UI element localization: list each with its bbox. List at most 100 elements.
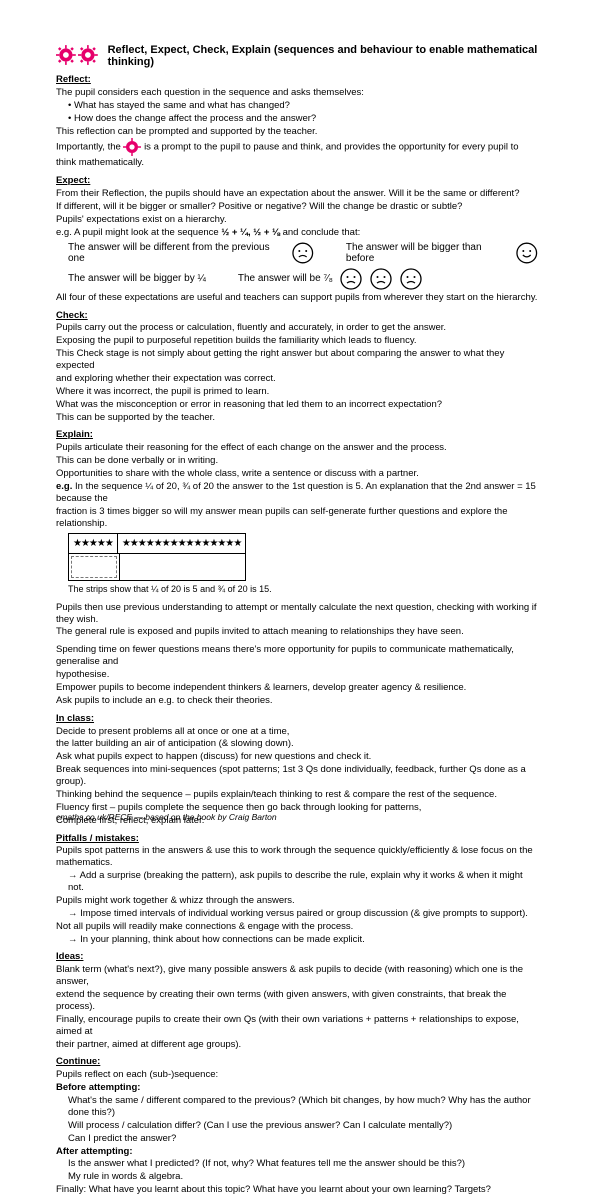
text: All four of these expectations are usefu… <box>56 292 539 304</box>
explain-heading: Explain: <box>56 429 539 441</box>
text: → Add a surprise (breaking the pattern),… <box>68 870 539 894</box>
text: The answer will be bigger by ¼ <box>68 273 206 284</box>
text: Exposing the pupil to purposeful repetit… <box>56 335 539 347</box>
text: hypothesise. <box>56 669 539 681</box>
sad-face-icon <box>369 267 393 291</box>
sad-face-icon <box>339 267 363 291</box>
gear-row: Reflect, Expect, Check, Explain (sequenc… <box>56 44 539 68</box>
text: Pupils reflect on each (sub-)sequence: <box>56 1069 539 1081</box>
blank-cell <box>120 553 245 580</box>
table-row: ★★★★★ ★★★★★★★★★★★★★★★ <box>69 534 245 553</box>
text: This can be done verbally or in writing. <box>56 455 539 467</box>
text: Can I predict the answer? <box>68 1133 539 1145</box>
text: This can be supported by the teacher. <box>56 412 539 424</box>
pitfalls-section: Pitfalls / mistakes: Pupils spot pattern… <box>56 833 539 946</box>
continue-heading: Continue: <box>56 1056 539 1068</box>
result-row-1: The answer will be different from the pr… <box>68 241 539 265</box>
expect-heading: Expect: <box>56 175 539 187</box>
text: is a prompt to the pupil to pause and th… <box>144 142 518 153</box>
table-row <box>69 553 245 580</box>
text: the latter building an air of anticipati… <box>56 738 539 750</box>
reflect-section: Reflect: The pupil considers each questi… <box>56 74 539 169</box>
text: and conclude that: <box>283 227 361 238</box>
text: Thinking behind the sequence – pupils ex… <box>56 789 539 801</box>
check-heading: Check: <box>56 310 539 322</box>
result-row-2: The answer will be bigger by ¼ The answe… <box>68 267 539 291</box>
footer-text: cmaths.co.uk/RECE — based on the book by… <box>56 812 277 822</box>
text: Pupils carry out the process or calculat… <box>56 322 539 334</box>
reflect-heading: Reflect: <box>56 74 539 86</box>
pitfalls-heading: Pitfalls / mistakes: <box>56 833 539 845</box>
page-title: Reflect, Expect, Check, Explain (sequenc… <box>108 44 539 68</box>
explain-section: Explain: Pupils articulate their reasoni… <box>56 429 539 595</box>
text: Where it was incorrect, the pupil is pri… <box>56 386 539 398</box>
ideas-section: Ideas: Blank term (what's next?), give m… <box>56 951 539 1050</box>
sad-face-icon <box>291 241 315 265</box>
text: What's the same / different compared to … <box>68 1095 539 1119</box>
text: The answer will be ⁷⁄₈ <box>238 273 333 284</box>
blank-cell <box>69 553 120 580</box>
text: Blank term (what's next?), give many pos… <box>56 964 539 988</box>
text: Pupils' expectations exist on a hierarch… <box>56 214 539 226</box>
text: Importantly, the <box>56 142 121 153</box>
text: Pupils articulate their reasoning for th… <box>56 442 539 454</box>
continue-section: Continue: Pupils reflect on each (sub-)s… <box>56 1056 539 1196</box>
text: Finally, encourage pupils to create thei… <box>56 1014 539 1038</box>
text: The answer will be different from the pr… <box>68 242 285 264</box>
inclass-heading: In class: <box>56 713 539 725</box>
text: extend the sequence by creating their ow… <box>56 989 539 1013</box>
text: What was the misconception or error in r… <box>56 399 539 411</box>
happy-face-icon <box>515 241 539 265</box>
text: → Impose timed intervals of individual w… <box>68 908 539 920</box>
text: Decide to present problems all at once o… <box>56 726 539 738</box>
text: think mathematically. <box>56 157 539 169</box>
text: Is the answer what I predicted? (If not,… <box>68 1158 539 1170</box>
eg-label: e.g. <box>56 481 72 492</box>
empty-box <box>71 556 117 578</box>
caption: The strips show that ¼ of 20 is 5 and ¾ … <box>68 584 539 595</box>
text: and exploring whether their expectation … <box>56 373 539 385</box>
text: The strips show that ¼ of 20 is 5 and ¾ … <box>68 584 272 594</box>
text: Pupils might work together & whizz throu… <box>56 895 539 907</box>
text: My rule in words & algebra. <box>68 1171 539 1183</box>
text: The general rule is exposed and pupils i… <box>56 626 539 638</box>
gear-icon <box>78 44 98 66</box>
text: fraction is 3 times bigger so will my an… <box>56 506 539 530</box>
text: Not all pupils will readily make connect… <box>56 921 539 933</box>
text-with-gear: Importantly, the is a prompt to the pupi… <box>56 138 539 156</box>
sad-face-icon <box>399 267 423 291</box>
text: Pupils then use previous understanding t… <box>56 602 539 626</box>
expect-section: Expect: From their Reflection, the pupil… <box>56 175 539 303</box>
text: Pupils spot patterns in the answers & us… <box>56 845 539 869</box>
text: In the sequence ¼ of 20, ¾ of 20 <box>75 481 214 492</box>
star-cell: ★★★★★★★★★★★★★★★ <box>118 534 245 553</box>
text: Ask pupils to include an e.g. to check t… <box>56 695 539 707</box>
text: Break sequences into mini-sequences (spo… <box>56 764 539 788</box>
star-cell: ★★★★★ <box>69 534 118 553</box>
text: Before attempting: <box>56 1082 539 1094</box>
check-section: Check: Pupils carry out the process or c… <box>56 310 539 424</box>
text: From their Reflection, the pupils should… <box>56 188 539 200</box>
text: The pupil considers each question in the… <box>56 87 539 99</box>
page: Reflect, Expect, Check, Explain (sequenc… <box>0 0 595 842</box>
text: After attempting: <box>56 1146 539 1158</box>
ideas-heading: Ideas: <box>56 951 539 963</box>
gear-icon <box>123 138 141 156</box>
text: This Check stage is not simply about get… <box>56 348 539 372</box>
text: Will process / calculation differ? (Can … <box>68 1120 539 1132</box>
bullet: • How does the change affect the process… <box>68 113 539 125</box>
text: e.g. In the sequence ¼ of 20, ¾ of 20 th… <box>56 481 539 505</box>
text: The answer will be bigger than before <box>346 242 510 264</box>
text: If different, will it be bigger or small… <box>56 201 539 213</box>
expr: ½ + ¼, ½ + ⅛ <box>221 227 280 238</box>
text: Opportunities to share with the whole cl… <box>56 468 539 480</box>
text: This reflection can be prompted and supp… <box>56 126 539 138</box>
text: Spending time on fewer questions means t… <box>56 644 539 668</box>
text: → In your planning, think about how conn… <box>68 934 539 946</box>
text: their partner, aimed at different age gr… <box>56 1039 539 1051</box>
inclass-section: In class: Decide to present problems all… <box>56 713 539 827</box>
gear-icon <box>56 44 76 66</box>
text: Ask what pupils expect to happen (discus… <box>56 751 539 763</box>
text: Finally: What have you learnt about this… <box>56 1184 539 1196</box>
bullet: • What has stayed the same and what has … <box>68 100 539 112</box>
